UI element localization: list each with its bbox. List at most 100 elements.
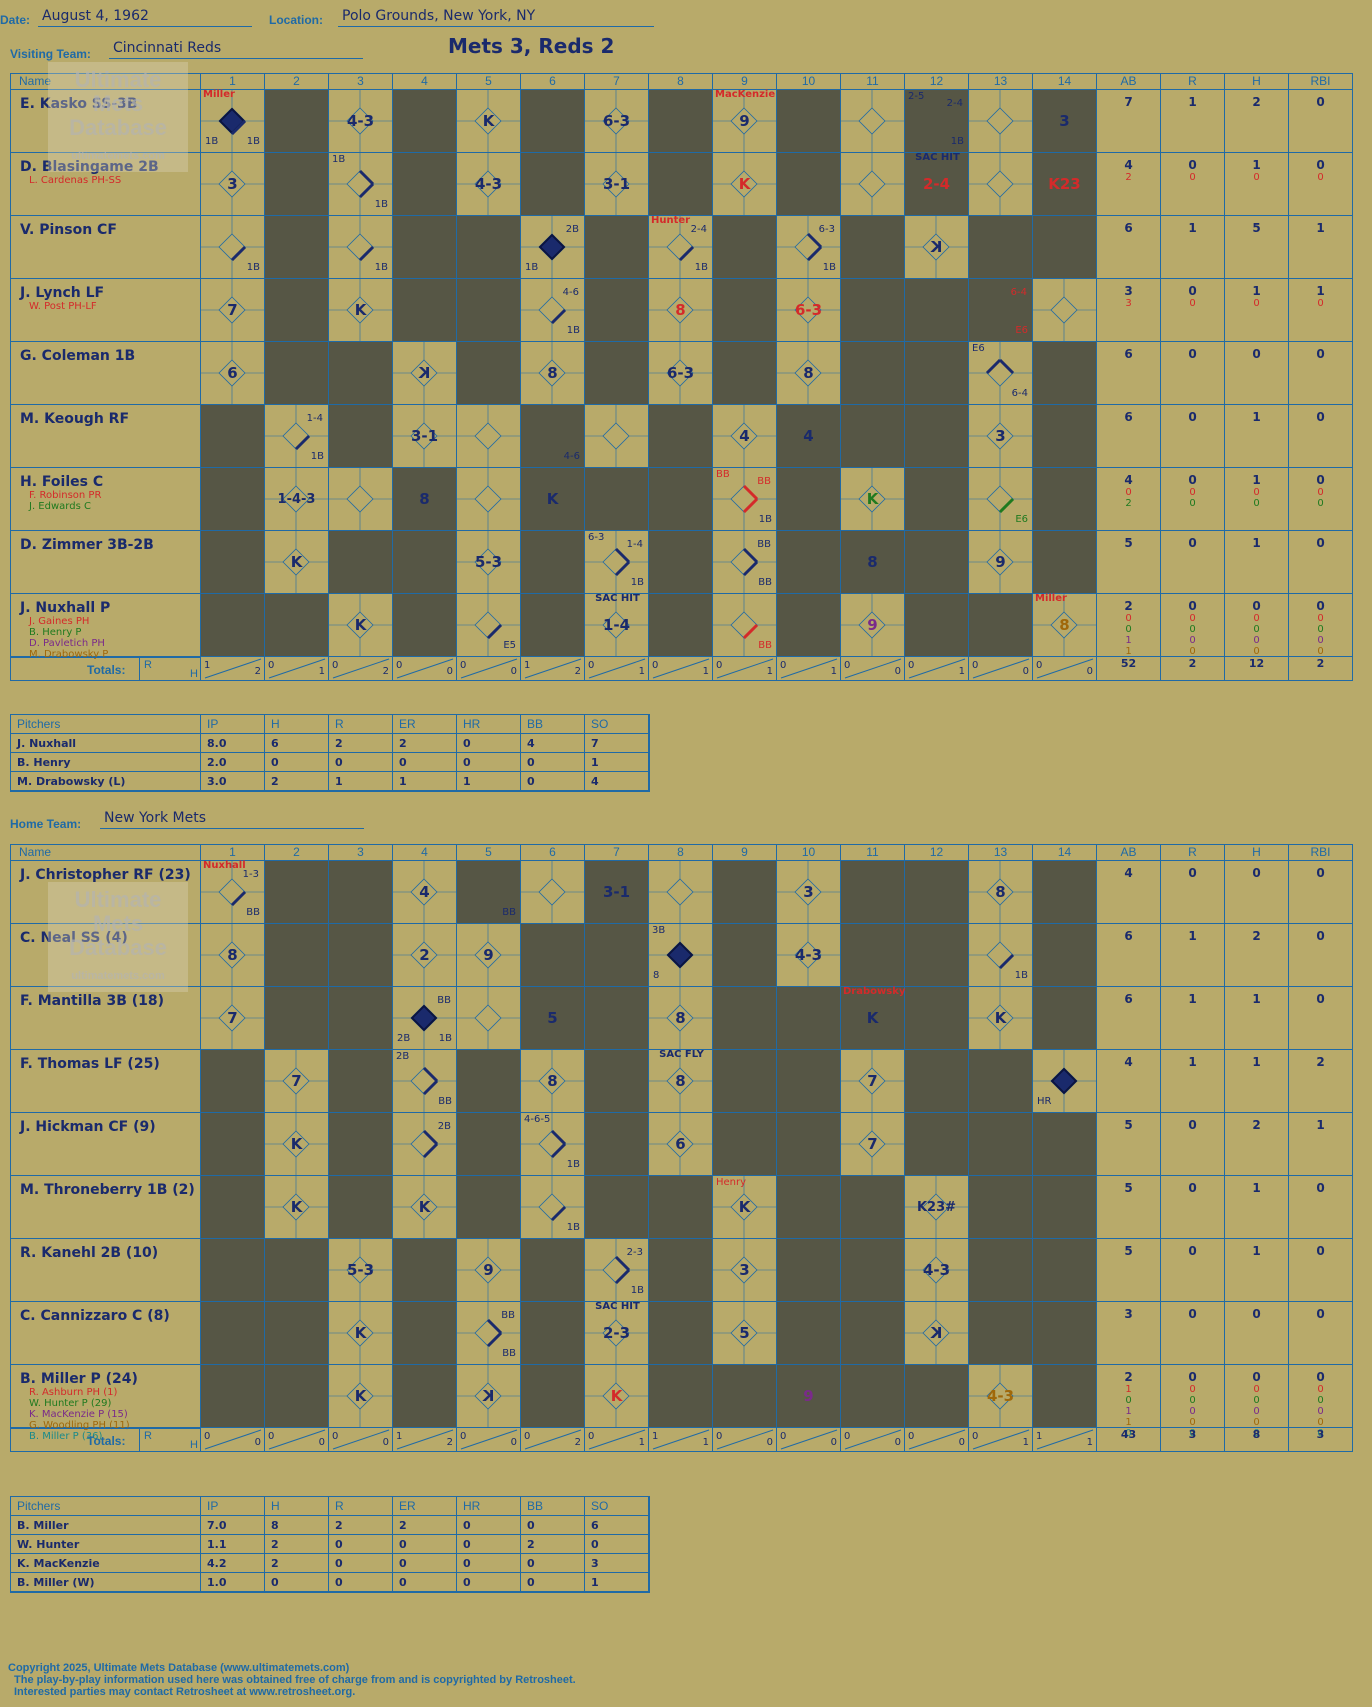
base-path [998,497,1015,514]
runs-legend: R [144,659,152,671]
inning-header: 8 [649,845,713,861]
at-bat-cell: 9 MacKenzie [713,89,777,153]
stat-value: 1 [1316,221,1325,235]
diamond-icon [713,90,777,153]
at-bat-cell: 6 [201,342,265,405]
diamond-icon [585,594,649,657]
inning-hits: 0 [894,666,901,677]
at-bat-cell: 1B [201,216,265,279]
at-bat-cell: K [457,90,521,153]
at-bat-cell: K [905,1302,969,1365]
play-note: 1B [205,136,219,147]
substitute-name: J. Edwards C [29,501,91,512]
inning-hits: 0 [1086,666,1093,677]
play-code: 1-4-3 [277,491,316,507]
diamond-icon [457,1239,521,1302]
base-path [678,245,695,262]
diamond-icon [393,987,457,1050]
at-bat-cell [201,405,265,468]
at-bat-cell [649,594,713,657]
play-code: K [610,1387,623,1405]
at-bat-cell [1033,405,1097,468]
inning-runs: 0 [780,1431,787,1442]
stat-value: 0 [1253,498,1260,509]
name-column-header: Name [11,74,201,90]
diamond-icon [777,924,841,987]
stat-value: 4 [1124,158,1133,172]
footer-copyright: Copyright 2025, Ultimate Mets Database (… [8,1662,350,1674]
stat-value: 0 [1125,487,1132,498]
diamond-icon [1033,594,1097,657]
batter-name-cell: J. Lynch LF W. Post PH-LF [11,279,201,342]
play-note: MacKenzie [715,89,776,100]
inning-header: 7 [585,845,649,861]
diamond-icon [841,1050,905,1113]
inning-runs: 0 [780,660,787,671]
at-bat-cell: Hunter 2-4 1B [649,215,713,279]
play-code: K [482,112,495,130]
hits-legend: H [190,668,198,680]
play-code: 9 [739,112,750,130]
inning-runs: 0 [460,1431,467,1442]
substitute-name: K. MacKenzie P (15) [29,1409,128,1420]
totals-label-cell: Totals: R H [11,657,201,681]
diamond-icon [585,1302,649,1365]
inning-runs: 0 [908,1431,915,1442]
at-bat-cell [841,279,905,342]
base-path [742,484,759,501]
at-bat-cell [201,1050,265,1113]
inning-runs: 0 [268,1431,275,1442]
batter-stat: 1 [1161,924,1225,987]
at-bat-cell: BB BB [457,1302,521,1365]
at-bat-cell: 8 [649,987,713,1050]
at-bat-cell [393,279,457,342]
diamond-icon [457,924,521,987]
totals-label: Totals: [87,1434,126,1448]
pitching-header-row: Pitchers IP H R ER HR BB SO [11,1497,649,1516]
batter-stat: 1 [1225,531,1289,594]
diamond-icon [905,1302,969,1365]
substitute-name: B. Henry P [29,627,82,638]
diamond-icon [969,90,1033,153]
play-code: 1-4 [602,616,631,634]
at-bat-cell [713,987,777,1050]
base-path [742,623,759,640]
stat-value: 0 [1188,866,1197,880]
stat-value: 2 [1316,1055,1325,1069]
play-note: 1B [310,451,324,462]
at-bat-cell [457,1050,521,1113]
stat-value: 6 [1124,929,1133,943]
batter-stat: 1 [1289,216,1353,279]
diamond-icon [713,468,777,531]
play-note: 1B [950,136,964,147]
inning-header: 1 [201,74,265,90]
inning-header: 14 [1033,74,1097,90]
pitching-header: H [265,1497,329,1516]
play-code: 8 [803,364,814,382]
stat-value: 0 [1317,1428,1324,1439]
inning-header: 5 [457,74,521,90]
stat-value: 0 [1252,866,1261,880]
pitching-stat: 0 [457,1554,521,1573]
batter-name-cell: M. Keough RF [11,405,201,468]
game-date: August 4, 1962 [38,8,252,27]
batter-stat: 6 [1097,216,1161,279]
at-bat-cell [905,279,969,342]
at-bat-cell: 1B [329,216,393,279]
batter-name-cell: H. Foiles C F. Robinson PR J. Edwards C [11,468,201,531]
at-bat-cell [841,342,905,405]
at-bat-cell: 3 [713,1239,777,1302]
play-code: 3 [995,427,1006,445]
base-path [486,1331,503,1348]
batter-stat: 1 [1289,1113,1353,1176]
totals-label: Totals: [87,663,126,677]
at-bat-cell: 4 [713,405,777,468]
inning-hits: 1 [1022,1437,1029,1448]
inning-runs: 0 [844,660,851,671]
pitching-stat: 1.1 [201,1535,265,1554]
pitching-stat: 2 [393,734,457,753]
at-bat-cell [585,279,649,342]
at-bat-cell [265,987,329,1050]
